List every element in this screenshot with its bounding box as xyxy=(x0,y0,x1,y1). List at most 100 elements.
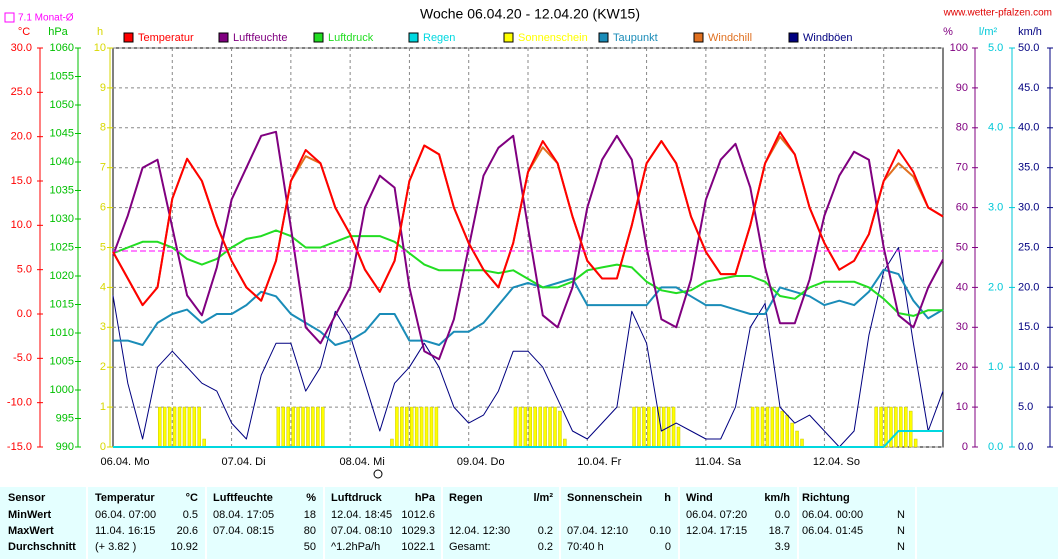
legend-label: Regen xyxy=(423,32,455,44)
sunshine-bar xyxy=(202,438,206,448)
sunshine-bar xyxy=(558,410,562,448)
axis-unit: °C xyxy=(18,26,30,38)
table-cell: N xyxy=(897,525,905,537)
x-tick-label: 10.04. Fr xyxy=(577,456,621,468)
y-tick-label: 1035 xyxy=(50,184,74,196)
table-cell: km/h xyxy=(764,492,790,504)
sunshine-bar xyxy=(306,406,310,448)
table-cell: Luftdruck xyxy=(331,492,382,504)
y-tick-label: 5.0 xyxy=(988,42,1003,54)
table-cell: 3.9 xyxy=(774,541,790,553)
y-tick-label: 40.0 xyxy=(1018,122,1039,134)
y-tick-label: 45.0 xyxy=(1018,82,1039,94)
legend-label: Windböen xyxy=(803,32,853,44)
sunshine-bar xyxy=(518,406,523,448)
y-tick-label: 50 xyxy=(956,241,968,253)
axis-unit: hPa xyxy=(48,26,68,38)
sunshine-bar xyxy=(533,406,537,448)
legend-swatch xyxy=(598,32,609,43)
separator xyxy=(323,487,325,559)
sunshine-bar xyxy=(637,406,641,448)
y-tick-label: 5.0 xyxy=(17,264,32,276)
legend-swatch xyxy=(503,32,514,43)
y-tick-label: 30 xyxy=(956,321,968,333)
sunshine-bar xyxy=(172,406,177,448)
table-cell: N xyxy=(897,541,905,553)
sunshine-bar xyxy=(899,406,903,448)
sunshine-bar xyxy=(642,406,646,448)
table-cell: Sonnenschein xyxy=(567,492,643,504)
y-tick-label: 90 xyxy=(956,82,968,94)
axis-unit: km/h xyxy=(1018,26,1042,38)
sunshine-bar xyxy=(424,406,429,448)
sunshine-bar xyxy=(563,438,567,448)
sunshine-bar xyxy=(904,406,908,448)
table-cell: Luftfeuchte xyxy=(213,492,273,504)
separator xyxy=(797,487,799,559)
y-tick-label: 0 xyxy=(100,441,106,453)
x-tick-label: 07.04. Di xyxy=(222,456,266,468)
table-cell: 0.0 xyxy=(774,509,790,521)
sunshine-bar xyxy=(286,406,290,448)
table-cell: Wind xyxy=(686,492,713,504)
sunshine-bar xyxy=(276,406,281,448)
y-tick-label: 1010 xyxy=(50,327,74,339)
y-tick-label: 1 xyxy=(100,401,106,413)
sunshine-bar xyxy=(167,406,172,448)
table-cell: h xyxy=(664,492,671,504)
legend-swatch xyxy=(788,32,799,43)
table-cell: 70:40 h xyxy=(567,541,604,553)
sunshine-bar xyxy=(755,406,760,448)
table-cell: Gesamt: xyxy=(449,541,491,553)
y-tick-label: -5.0 xyxy=(13,352,32,364)
table-cell: 08.04. 17:05 xyxy=(213,509,275,521)
sunshine-bar xyxy=(785,414,789,448)
chart: Woche 06.04.20 - 12.04.20 (KW15) www.wet… xyxy=(4,6,1053,479)
y-tick-label: 80 xyxy=(956,122,968,134)
table-cell: 18 xyxy=(303,509,316,521)
sunshine-bar xyxy=(790,422,794,448)
x-tick-label: 09.04. Do xyxy=(457,456,505,468)
sunshine-bar xyxy=(889,406,893,448)
sunshine-bar xyxy=(414,406,419,448)
separator xyxy=(205,487,207,559)
y-tick-label: 1060 xyxy=(50,42,74,54)
y-tick-label: 1040 xyxy=(50,156,74,168)
legend-label: Taupunkt xyxy=(613,32,658,44)
table-cell: 10.92 xyxy=(170,541,198,553)
table-cell: l/m² xyxy=(533,492,553,504)
table-cell: 06.04. 07:20 xyxy=(686,509,748,521)
sunshine-bar xyxy=(775,406,780,448)
separator xyxy=(441,487,443,559)
marker xyxy=(373,469,383,479)
table-cell: Richtung xyxy=(802,492,850,504)
table-cell: 12.04. 18:45 xyxy=(331,509,393,521)
y-tick-label: 1045 xyxy=(50,127,74,139)
legend-label: Temperatur xyxy=(138,32,194,44)
table-cell: Sensor xyxy=(8,492,46,504)
y-tick-label: 40 xyxy=(956,281,968,293)
y-tick-label: 10.0 xyxy=(1018,361,1039,373)
sunshine-bar xyxy=(908,410,913,448)
y-tick-label: 50.0 xyxy=(1018,42,1039,54)
sunshine-bar xyxy=(894,406,898,448)
y-tick-label: 2.0 xyxy=(988,281,1003,293)
table-cell: 06.04. 00:00 xyxy=(802,509,864,521)
sunshine-bar xyxy=(647,406,651,448)
table-cell: Durchschnitt xyxy=(8,541,76,553)
avg-legend-box xyxy=(4,12,15,23)
y-tick-label: 4.0 xyxy=(988,122,1003,134)
sunshine-bar xyxy=(652,406,656,448)
sunshine-bar xyxy=(291,406,295,448)
sunshine-bar xyxy=(765,406,770,448)
y-tick-label: 0.0 xyxy=(1018,441,1033,453)
table-cell: 07.04. 08:10 xyxy=(331,525,393,537)
y-tick-label: 990 xyxy=(56,441,74,453)
axis-unit: % xyxy=(943,26,953,38)
table-cell: 06.04. 07:00 xyxy=(95,509,157,521)
y-tick-label: 35.0 xyxy=(1018,162,1039,174)
legend-label: Sonnenschein xyxy=(518,32,588,44)
sunshine-bar xyxy=(281,406,285,448)
table-cell: °C xyxy=(185,492,198,504)
y-tick-label: 5 xyxy=(100,241,106,253)
